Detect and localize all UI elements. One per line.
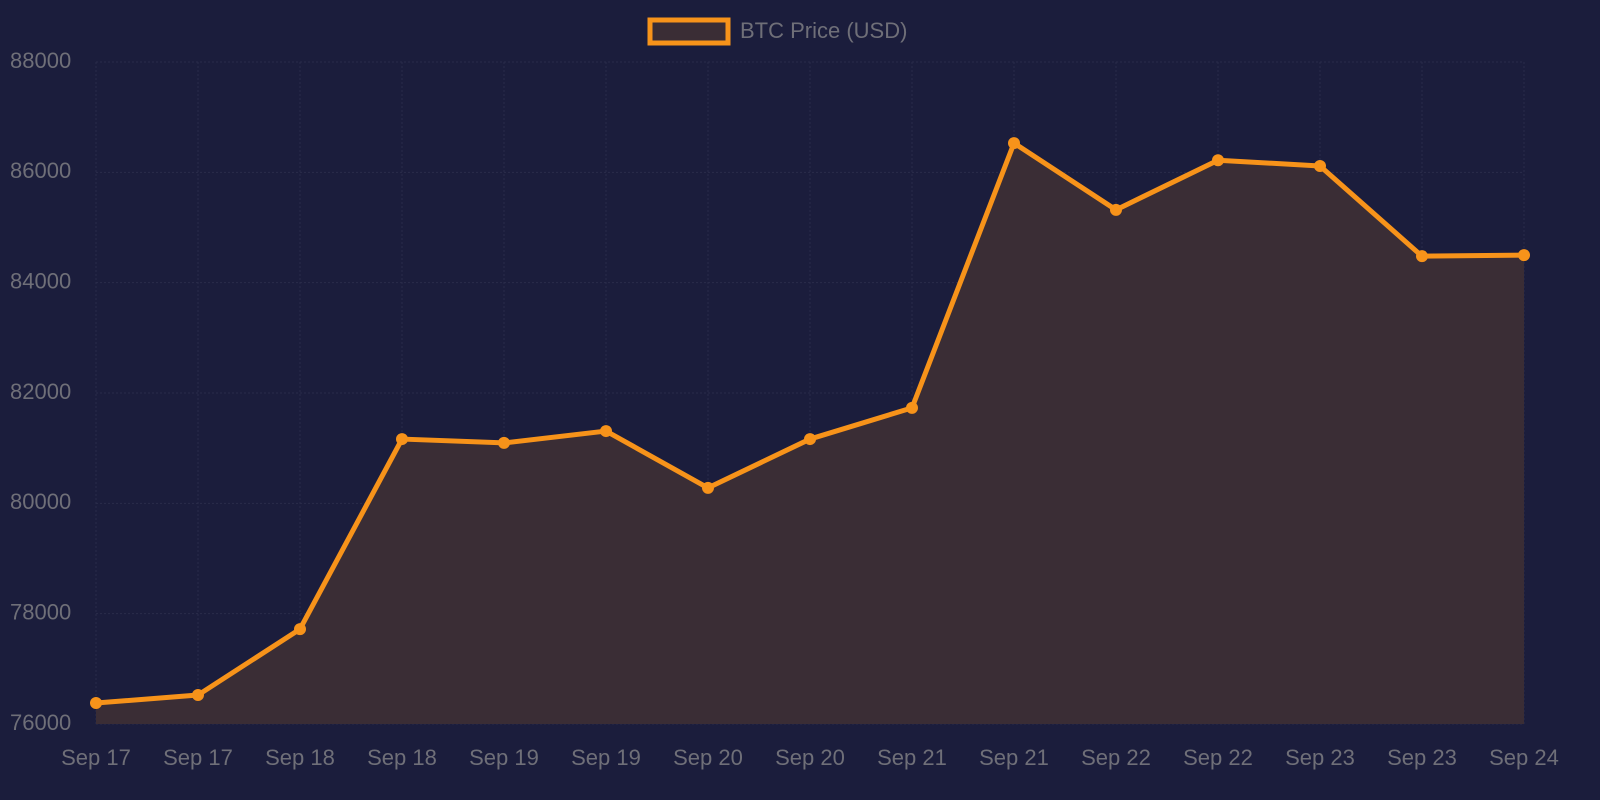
point bbox=[1416, 250, 1428, 263]
point bbox=[294, 623, 306, 636]
x-tick-label: Sep 21 bbox=[979, 745, 1049, 770]
x-tick-label: Sep 22 bbox=[1183, 745, 1253, 770]
point bbox=[1314, 159, 1326, 172]
x-tick-label: Sep 22 bbox=[1081, 745, 1151, 770]
x-tick-label: Sep 24 bbox=[1489, 745, 1559, 770]
y-tick-label: 88000 bbox=[10, 48, 71, 73]
x-tick-label: Sep 17 bbox=[61, 745, 131, 770]
x-tick-label: Sep 20 bbox=[775, 745, 845, 770]
y-tick-label: 78000 bbox=[10, 599, 71, 624]
y-tick-label: 80000 bbox=[10, 489, 71, 514]
x-tick-label: Sep 19 bbox=[571, 745, 641, 770]
point bbox=[600, 425, 612, 438]
point bbox=[702, 481, 714, 494]
x-tick-label: Sep 20 bbox=[673, 745, 743, 770]
x-tick-label: Sep 18 bbox=[367, 745, 437, 770]
point bbox=[90, 697, 102, 710]
x-tick-label: Sep 23 bbox=[1387, 745, 1457, 770]
x-tick-label: Sep 17 bbox=[163, 745, 233, 770]
x-tick-label: Sep 23 bbox=[1285, 745, 1355, 770]
point bbox=[804, 433, 816, 446]
legend-swatch bbox=[647, 17, 731, 46]
point bbox=[1212, 154, 1224, 167]
y-tick-label: 82000 bbox=[10, 379, 71, 404]
x-tick-label: Sep 18 bbox=[265, 745, 335, 770]
y-tick-label: 76000 bbox=[10, 710, 71, 735]
point bbox=[1008, 137, 1020, 150]
y-tick-label: 84000 bbox=[10, 268, 71, 293]
point bbox=[1110, 203, 1122, 216]
area bbox=[96, 143, 1524, 725]
point bbox=[1518, 249, 1530, 262]
x-tick-label: Sep 19 bbox=[469, 745, 539, 770]
point bbox=[498, 436, 510, 449]
y-tick-label: 86000 bbox=[10, 158, 71, 183]
point bbox=[906, 401, 918, 414]
point bbox=[396, 433, 408, 446]
x-tick-label: Sep 21 bbox=[877, 745, 947, 770]
point bbox=[192, 689, 204, 702]
legend-label: BTC Price (USD) bbox=[740, 18, 907, 43]
